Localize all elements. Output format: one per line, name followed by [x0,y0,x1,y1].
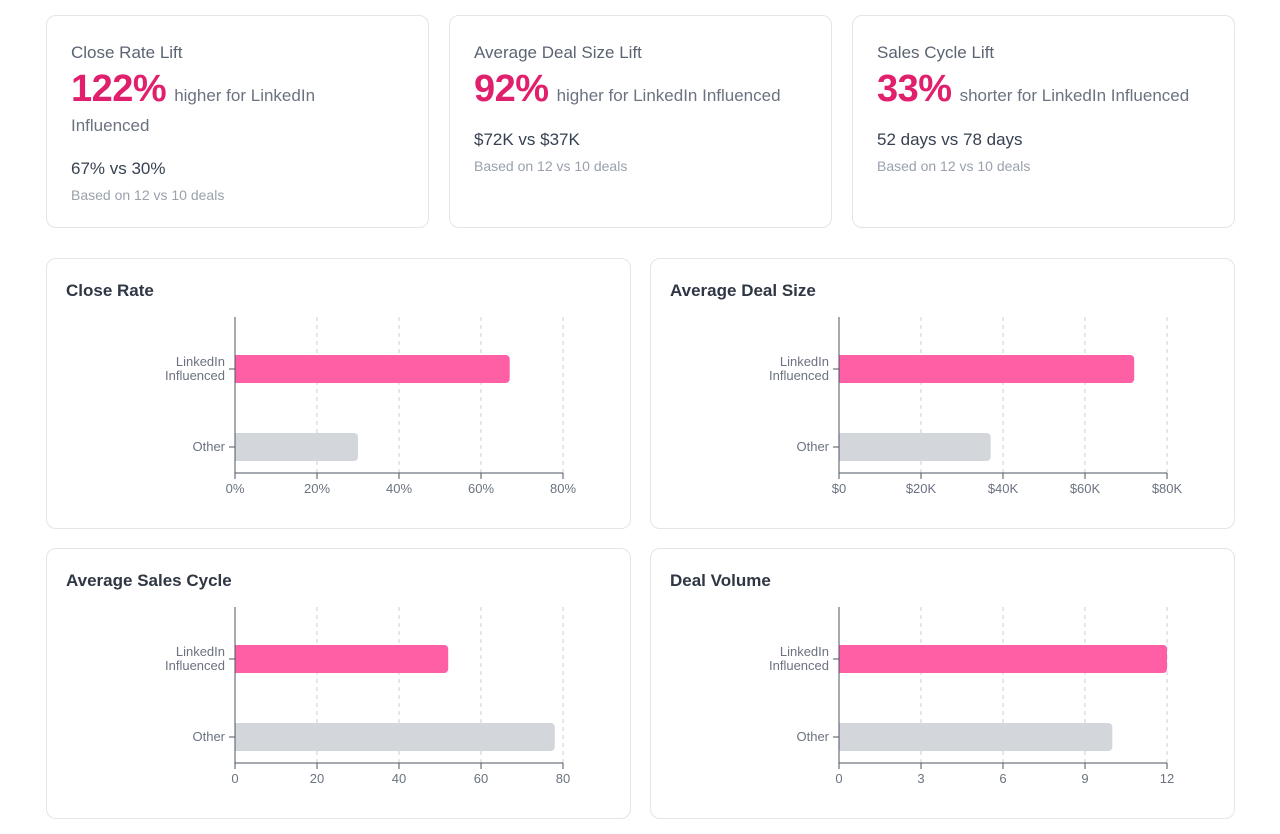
x-tick-label: $0 [832,481,846,496]
sample-basis: Based on 12 vs 10 deals [474,158,628,174]
comparison-value: 52 days vs 78 days [877,130,1023,149]
bar-other [839,433,991,461]
bar-other [235,723,555,751]
bar-base [235,433,241,461]
bar-shape [235,433,358,461]
stat-title: Sales Cycle Lift [877,43,995,62]
deal-volume-chart-card: Deal Volume 0 3 6 9 12 LinkedIn Influenced Othe… [650,548,1235,819]
category-label: Influenced [165,658,225,673]
x-tick-label: 80 [556,771,570,786]
x-tick-label: 40 [392,771,406,786]
x-tick-label: $60K [1070,481,1101,496]
x-tick-label: 3 [917,771,924,786]
category-label: LinkedIn [780,354,829,369]
average-deal-size-chart-card: Average Deal Size $0 $20K $40K $60K $80K Link… [650,258,1235,529]
lift-line: 92% higher for LinkedIn Influenced [474,70,814,111]
lift-description: higher for LinkedIn Influenced [71,86,316,135]
bar-shape [235,355,510,383]
stat-title: Close Rate Lift [71,43,183,62]
bar-other [235,433,358,461]
category-label: Other [192,729,225,744]
category-label: Other [796,729,829,744]
lift-line: 122% higher for LinkedIn Influenced [71,70,371,141]
lift-value: 122% [71,68,167,110]
x-tick-label: 60% [468,481,494,496]
bar-linkedin-influenced [839,355,1135,383]
lift-line: 33% shorter for LinkedIn Influenced [877,70,1217,111]
x-tick-label: 0% [226,481,245,496]
x-tick-label: 20% [304,481,330,496]
category-label: LinkedIn [780,644,829,659]
bar-linkedin-influenced [839,645,1167,673]
bar-base [839,723,845,751]
close-rate-chart-card: Close Rate 0% 20% 40% 60% 80% LinkedIn Influen… [46,258,631,529]
deal-size-lift-card: Average Deal Size Lift 92% higher for Lin… [449,15,832,228]
category-label: Influenced [769,658,829,673]
category-label: Other [796,439,829,454]
x-tick-label: 9 [1081,771,1088,786]
x-tick-label: 0 [231,771,238,786]
category-label: LinkedIn [176,354,225,369]
bar-base [235,723,241,751]
category-label: LinkedIn [176,644,225,659]
category-label: Influenced [165,368,225,383]
bar-base [235,355,241,383]
lift-description: shorter for LinkedIn Influenced [959,86,1190,105]
bar-shape [235,723,555,751]
x-tick-label: $20K [906,481,937,496]
chart-title: Average Deal Size [670,281,816,300]
bar-linkedin-influenced [235,355,510,383]
lift-value: 33% [877,68,952,110]
bar-shape [839,645,1167,673]
sample-basis: Based on 12 vs 10 deals [71,187,225,203]
bar-linkedin-influenced [235,645,449,673]
bar-shape [839,723,1113,751]
close-rate-lift-card: Close Rate Lift 122% higher for LinkedIn … [46,15,429,228]
sales-cycle-lift-card: Sales Cycle Lift 33% shorter for LinkedIn… [852,15,1235,228]
bar-base [839,355,845,383]
bar-shape [839,355,1135,383]
bar-base [839,645,845,673]
x-tick-label: 80% [550,481,576,496]
comparison-value: $72K vs $37K [474,130,580,149]
category-label: Influenced [769,368,829,383]
bar-base [235,645,241,673]
x-tick-label: $80K [1152,481,1183,496]
bar-other [839,723,1113,751]
x-tick-label: $40K [988,481,1019,496]
bar-shape [235,645,449,673]
x-tick-label: 40% [386,481,412,496]
x-tick-label: 6 [999,771,1006,786]
stat-title: Average Deal Size Lift [474,43,642,62]
bar-shape [839,433,991,461]
bar-base [839,433,845,461]
x-tick-label: 20 [310,771,324,786]
x-tick-label: 12 [1160,771,1174,786]
lift-value: 92% [474,68,549,110]
sample-basis: Based on 12 vs 10 deals [877,158,1031,174]
average-sales-cycle-chart-card: Average Sales Cycle 0 20 40 60 80 LinkedIn Inf… [46,548,631,819]
lift-description: higher for LinkedIn Influenced [556,86,781,105]
chart-title: Deal Volume [670,571,771,590]
x-tick-label: 60 [474,771,488,786]
x-tick-label: 0 [835,771,842,786]
chart-title: Close Rate [66,281,154,300]
chart-title: Average Sales Cycle [66,571,232,590]
comparison-value: 67% vs 30% [71,159,166,178]
category-label: Other [192,439,225,454]
